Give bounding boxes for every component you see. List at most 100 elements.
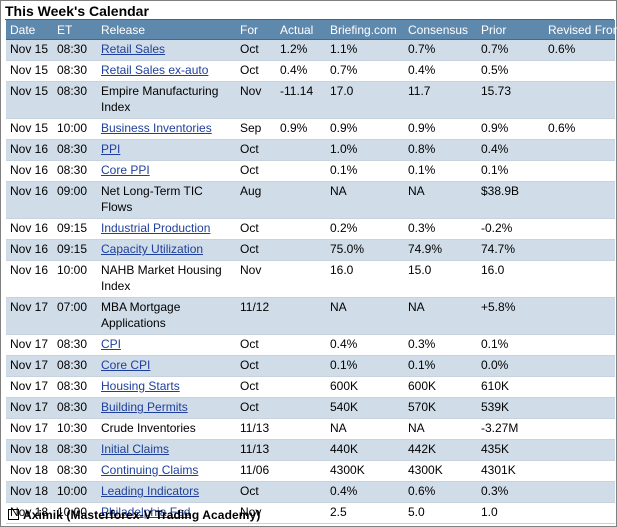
release-link[interactable]: Retail Sales ex-auto: [101, 63, 209, 77]
footer-text: Aximik (Masterforex-V Trading Academy): [23, 508, 261, 522]
cell-prior: -3.27M: [477, 418, 544, 440]
cell-for: Nov: [236, 502, 276, 524]
cell-consensus: NA: [404, 297, 477, 335]
cell-actual: 0.4%: [276, 60, 326, 82]
release-link[interactable]: Leading Indicators: [101, 484, 200, 498]
cell-actual: [276, 502, 326, 524]
cell-consensus: 0.9%: [404, 118, 477, 140]
cell-briefing: NA: [326, 297, 404, 335]
cell-briefing: 4300K: [326, 460, 404, 482]
cell-for: Sep: [236, 118, 276, 140]
table-row: Nov 17 07:00 MBA Mortgage Applications 11/1…: [6, 297, 615, 335]
cell-date: Nov 16: [6, 139, 53, 161]
cell-briefing: 440K: [326, 439, 404, 461]
cell-consensus: 0.8%: [404, 139, 477, 161]
cell-for: Oct: [236, 160, 276, 182]
cell-release: MBA Mortgage Applications: [97, 297, 236, 335]
table-row: Nov 16 09:15 Industrial Production Oct 0.2% 0…: [6, 218, 615, 240]
cell-for: Oct: [236, 355, 276, 377]
cell-revised: [544, 481, 615, 503]
cell-prior: 15.73: [477, 81, 544, 119]
cell-et: 08:30: [53, 334, 97, 356]
cell-actual: [276, 439, 326, 461]
cell-revised: [544, 160, 615, 182]
release-link[interactable]: Retail Sales: [101, 42, 166, 56]
release-link[interactable]: Continuing Claims: [101, 463, 199, 477]
cell-prior: +5.8%: [477, 297, 544, 335]
cell-revised: [544, 81, 615, 119]
cell-et: 10:30: [53, 418, 97, 440]
column-header-for: For: [236, 20, 276, 40]
table-row: Nov 18 08:30 Initial Claims 11/13 440K 442K 43…: [6, 439, 615, 461]
release-link[interactable]: Industrial Production: [101, 221, 211, 235]
release-link[interactable]: Initial Claims: [101, 442, 170, 456]
cell-consensus: 0.1%: [404, 160, 477, 182]
cell-et: 08:30: [53, 460, 97, 482]
cell-revised: [544, 355, 615, 377]
release-link[interactable]: CPI: [101, 337, 122, 351]
cell-release: Business Inventories: [97, 118, 236, 140]
cell-briefing: 17.0: [326, 81, 404, 119]
cell-briefing: 600K: [326, 376, 404, 398]
cell-prior: 0.9%: [477, 118, 544, 140]
cell-et: 08:30: [53, 397, 97, 419]
cell-date: Nov 17: [6, 334, 53, 356]
cell-prior: 610K: [477, 376, 544, 398]
table-row: Nov 17 10:30 Crude Inventories 11/13 NA NA -3.…: [6, 418, 615, 440]
cell-release: Philadelphia Fed: [97, 502, 236, 524]
cell-release: PPI: [97, 139, 236, 161]
cell-prior: 4301K: [477, 460, 544, 482]
cell-et: 10:00: [53, 502, 97, 524]
column-header-release: Release: [97, 20, 236, 40]
cell-release: Industrial Production: [97, 218, 236, 240]
cell-consensus: 0.3%: [404, 334, 477, 356]
cell-actual: [276, 418, 326, 440]
cell-for: Nov: [236, 81, 276, 119]
cell-consensus: 0.4%: [404, 60, 477, 82]
cell-revised: [544, 60, 615, 82]
cell-revised: [544, 502, 615, 524]
cell-for: 11/12: [236, 297, 276, 335]
cell-briefing: NA: [326, 418, 404, 440]
cell-consensus: NA: [404, 181, 477, 219]
cell-release: Building Permits: [97, 397, 236, 419]
cell-briefing: 16.0: [326, 260, 404, 298]
cell-et: 10:00: [53, 481, 97, 503]
column-header-actual: Actual: [276, 20, 326, 40]
cell-consensus: 15.0: [404, 260, 477, 298]
table-row: Nov 15 08:30 Retail Sales Oct 1.2% 1.1% 0.7% 0.…: [6, 39, 615, 61]
release-link[interactable]: Philadelphia Fed: [101, 505, 191, 519]
table-row: Nov 16 10:00 NAHB Market Housing Index Nov 1…: [6, 260, 615, 298]
cell-for: 11/13: [236, 418, 276, 440]
cell-prior: 0.3%: [477, 481, 544, 503]
release-link[interactable]: Housing Starts: [101, 379, 180, 393]
cell-release: Retail Sales: [97, 39, 236, 61]
release-link[interactable]: Business Inventories: [101, 121, 212, 135]
column-header-et: ET: [53, 20, 97, 40]
cell-et: 08:30: [53, 39, 97, 61]
table-row: Nov 15 08:30 Empire Manufacturing Index Nov…: [6, 81, 615, 119]
cell-actual: [276, 181, 326, 219]
table-row: Nov 18 10:00 Leading Indicators Oct 0.4% 0.6%…: [6, 481, 615, 503]
cell-consensus: 0.1%: [404, 355, 477, 377]
release-link[interactable]: Core CPI: [101, 358, 151, 372]
cell-prior: 0.4%: [477, 139, 544, 161]
cell-revised: [544, 297, 615, 335]
cell-revised: [544, 181, 615, 219]
cell-consensus: NA: [404, 418, 477, 440]
release-link[interactable]: Capacity Utilization: [101, 242, 204, 256]
cell-for: Oct: [236, 376, 276, 398]
cell-et: 08:30: [53, 439, 97, 461]
release-link[interactable]: Core PPI: [101, 163, 150, 177]
cell-date: Nov 17: [6, 355, 53, 377]
cell-for: 11/06: [236, 460, 276, 482]
table-row: Nov 17 08:30 Housing Starts Oct 600K 600K 610K: [6, 376, 615, 398]
cell-actual: [276, 297, 326, 335]
cell-revised: [544, 260, 615, 298]
cell-consensus: 442K: [404, 439, 477, 461]
cell-et: 10:00: [53, 260, 97, 298]
release-link[interactable]: Building Permits: [101, 400, 188, 414]
cell-consensus: 4300K: [404, 460, 477, 482]
cell-date: Nov 15: [6, 81, 53, 119]
release-link[interactable]: PPI: [101, 142, 121, 156]
